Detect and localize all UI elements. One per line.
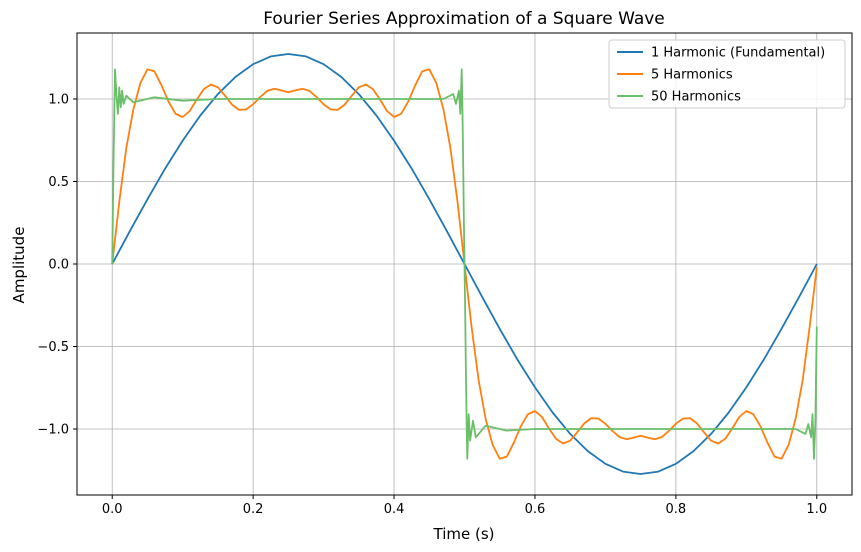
y-tick-label: 0.5 [48, 175, 69, 190]
x-tick-label: 0.8 [666, 502, 687, 517]
legend-label: 5 Harmonics [651, 68, 733, 83]
x-axis-title: Time (s) [433, 525, 495, 543]
y-tick-label: −0.5 [37, 340, 69, 355]
legend-label: 50 Harmonics [651, 90, 741, 105]
y-axis-title: Amplitude [10, 227, 28, 304]
x-tick-label: 0.0 [102, 502, 123, 517]
y-tick-label: −1.0 [37, 423, 69, 438]
x-tick-label: 0.4 [384, 502, 405, 517]
legend: 1 Harmonic (Fundamental) 5 Harmonics 50 Ha… [608, 39, 846, 109]
y-tick-label: 0.0 [48, 258, 69, 273]
legend-label: 1 Harmonic (Fundamental) [651, 46, 825, 61]
axis-ticks: 0.0 0.2 0.4 0.6 0.8 1.0 −1.0 −0.5 0.0 0.5 1.0 [37, 93, 827, 518]
chart-title: Fourier Series Approximation of a Square… [263, 9, 665, 29]
y-tick-label: 1.0 [48, 93, 69, 108]
x-tick-label: 0.6 [525, 502, 546, 517]
x-tick-label: 1.0 [806, 502, 827, 517]
series-line-50-harmonics [111, 68, 818, 460]
series-lines [111, 53, 818, 475]
x-tick-label: 0.2 [243, 502, 264, 517]
legend-box [608, 39, 846, 109]
